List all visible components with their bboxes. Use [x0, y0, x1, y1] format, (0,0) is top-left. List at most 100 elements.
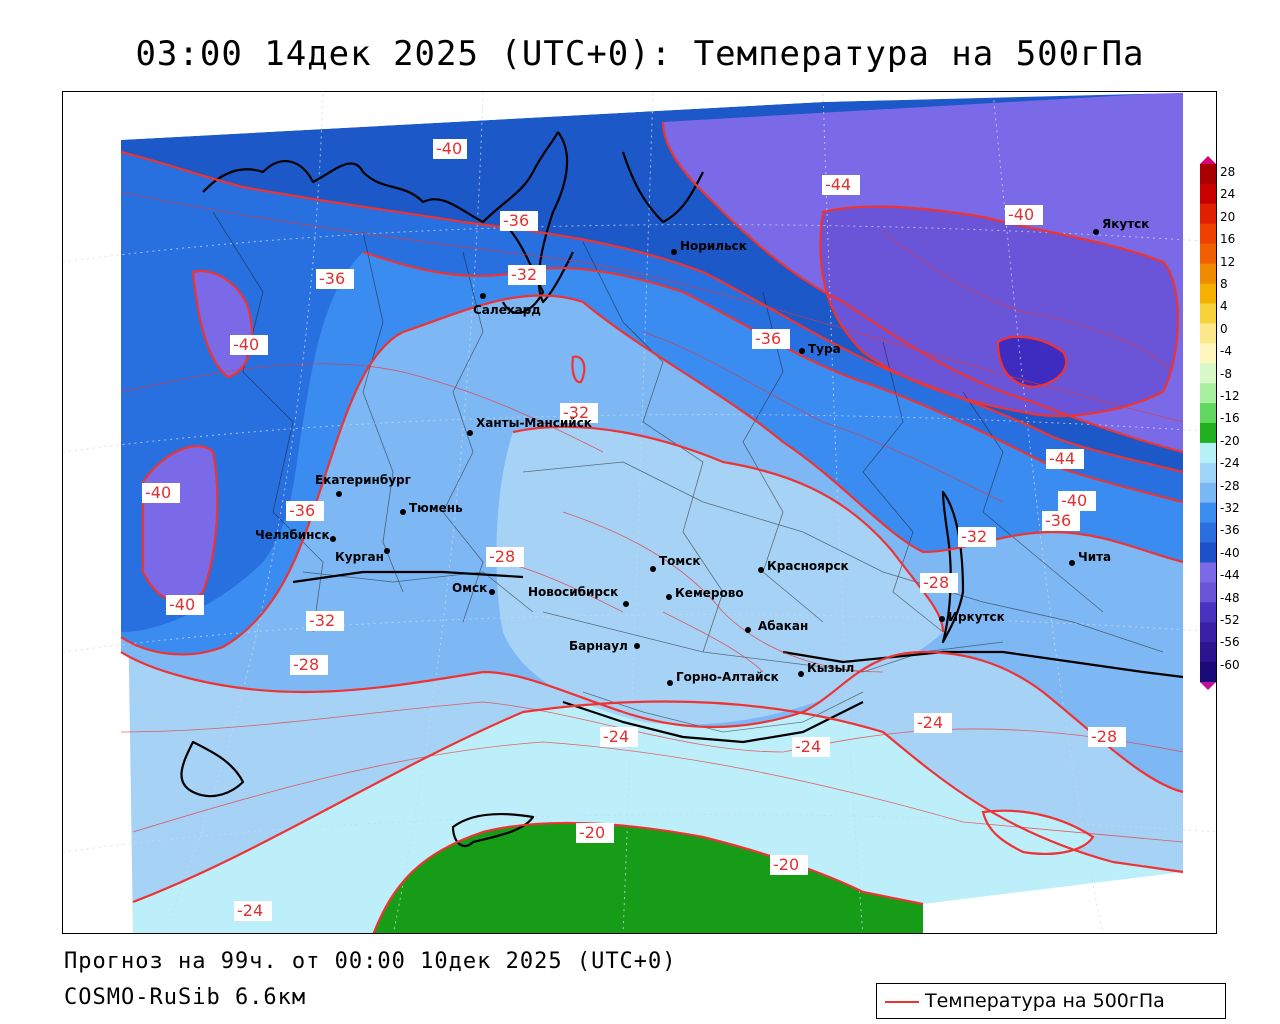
- city-abakan[interactable]: Абакан: [745, 619, 808, 633]
- colorbar-tick-label: -44: [1220, 568, 1240, 583]
- city-dot: [1093, 229, 1099, 235]
- map-canvas: -40 -44 -40 -36 -36 -32 -40 -36 -32 -40 …: [63, 92, 1216, 933]
- city-chita[interactable]: Чита: [1069, 550, 1111, 566]
- colorbar-tick-label: -28: [1220, 478, 1240, 493]
- city-gorno-altaysk[interactable]: Горно-Алтайск: [667, 670, 779, 686]
- isotherm-label-text: -20: [773, 855, 799, 874]
- colorbar-tick-label: -8: [1220, 366, 1232, 381]
- city-barnaul[interactable]: Барнаул: [569, 639, 640, 653]
- isotherm-label-text: -40: [1061, 491, 1087, 510]
- isotherm-label: -36: [752, 329, 790, 349]
- isotherm-label: -40: [1058, 491, 1096, 511]
- city-dot: [330, 536, 336, 542]
- isotherm-label-text: -40: [233, 335, 259, 354]
- city-yakutsk[interactable]: Якутск: [1093, 217, 1149, 235]
- isotherm-label: -28: [1088, 727, 1126, 747]
- city-yekaterinburg[interactable]: Екатеринбург: [315, 473, 411, 497]
- city-dot: [1069, 560, 1075, 566]
- isotherm-label-text: -40: [145, 483, 171, 502]
- coastlines: [180, 131, 1184, 848]
- legend-label: Температура на 500гПа: [925, 990, 1165, 1012]
- isotherms-thin: [120, 191, 1184, 843]
- colorbar-block: [1200, 602, 1216, 623]
- colorbar-block: [1200, 243, 1216, 265]
- colorbar-tick-label: -52: [1220, 613, 1240, 627]
- domain-mask-top: [63, 92, 1216, 140]
- city-dot: [384, 548, 390, 554]
- isotherm-label-text: -40: [436, 139, 462, 158]
- colorbar-block: [1200, 164, 1216, 185]
- city-label: Иркутск: [948, 610, 1005, 624]
- isotherm-label-text: -24: [917, 713, 943, 732]
- city-dot: [623, 601, 629, 607]
- isotherm-label-text: -28: [293, 655, 319, 674]
- colorbar-block: [1200, 323, 1216, 344]
- city-label: Красноярск: [767, 559, 849, 573]
- colorbar-tick-label: -60: [1220, 657, 1240, 672]
- isotherm-label: -20: [576, 823, 614, 843]
- city-label: Екатеринбург: [315, 473, 411, 487]
- city-chelyabinsk[interactable]: Челябинск: [255, 528, 336, 542]
- city-dot: [489, 589, 495, 595]
- city-kyzyl[interactable]: Кызыл: [798, 661, 854, 677]
- isotherm-label-text: -28: [1091, 727, 1117, 746]
- city-tyumen[interactable]: Тюмень: [400, 501, 463, 515]
- model-info: COSMO-RuSib 6.6км: [64, 985, 307, 1010]
- city-tomsk[interactable]: Томск: [650, 554, 701, 572]
- isotherm-label: -32: [958, 527, 996, 547]
- city-omsk[interactable]: Омск: [452, 581, 495, 595]
- isotherm-label-text: -24: [795, 737, 821, 756]
- zone-violet-44: [820, 206, 1178, 416]
- isotherm-label: -44: [822, 175, 860, 195]
- zone-indigo-48: [998, 336, 1067, 387]
- city-label: Кызыл: [807, 661, 854, 675]
- isotherms: [120, 121, 1184, 933]
- city-dot: [758, 567, 764, 573]
- city-label: Ханты-Мансийск: [476, 416, 592, 430]
- zone-lightblue-core-24: [496, 426, 943, 725]
- colorbar-tick-label: 8: [1220, 277, 1228, 291]
- city-khanty-mansiysk[interactable]: Ханты-Мансийск: [467, 416, 592, 436]
- city-kurgan[interactable]: Курган: [335, 548, 390, 564]
- isotherm-label-text: -32: [961, 527, 987, 546]
- zone-cyan-20: [133, 701, 1183, 933]
- city-norilsk[interactable]: Норильск: [671, 239, 747, 255]
- city-label: Барнаул: [569, 639, 628, 653]
- isotherm-label: -20: [770, 855, 808, 875]
- city-label: Тура: [808, 342, 841, 356]
- colorbar-bottom-arrow: [1200, 682, 1216, 690]
- legend: Температура на 500гПа: [876, 983, 1226, 1019]
- city-krasnoyarsk[interactable]: Красноярск: [758, 559, 849, 573]
- colorbar-block: [1200, 383, 1216, 404]
- city-kemerovo[interactable]: Кемерово: [666, 586, 744, 600]
- colorbar-block: [1200, 462, 1216, 484]
- isotherm-label: -36: [500, 211, 538, 231]
- colorbar-tick-label: 20: [1220, 209, 1236, 224]
- colorbar-block: [1200, 183, 1216, 205]
- isotherm-label-text: -36: [755, 329, 781, 348]
- isotherm-label: -36: [286, 501, 324, 521]
- colorbar-block: [1200, 203, 1216, 225]
- city-tura[interactable]: Тура: [799, 342, 841, 356]
- domain-mask-left: [63, 92, 133, 933]
- colorbar-block: [1200, 662, 1216, 683]
- colorbar-block: [1200, 363, 1216, 384]
- temperature-map[interactable]: -40 -44 -40 -36 -36 -32 -40 -36 -32 -40 …: [62, 91, 1217, 934]
- city-dot: [467, 430, 473, 436]
- city-dot: [939, 616, 945, 622]
- isotherm-label: -32: [508, 265, 546, 285]
- colorbar-block: [1200, 423, 1216, 444]
- city-novosibirsk[interactable]: Новосибирск: [528, 585, 629, 607]
- colorbar-tick-label: 12: [1220, 254, 1236, 269]
- isotherm-label-text: -44: [1049, 449, 1075, 468]
- isotherm-label-text: -32: [563, 403, 589, 422]
- isotherm-label-text: -32: [511, 265, 537, 284]
- city-dot: [634, 643, 640, 649]
- colorbar-tick-label: -56: [1220, 635, 1240, 650]
- city-label: Салехард: [473, 303, 541, 317]
- city-irkutsk[interactable]: Иркутск: [939, 610, 1005, 624]
- city-dot: [480, 293, 486, 299]
- city-dot: [671, 249, 677, 255]
- colorbar-block: [1200, 642, 1216, 663]
- city-salekhard[interactable]: Салехард: [473, 293, 541, 317]
